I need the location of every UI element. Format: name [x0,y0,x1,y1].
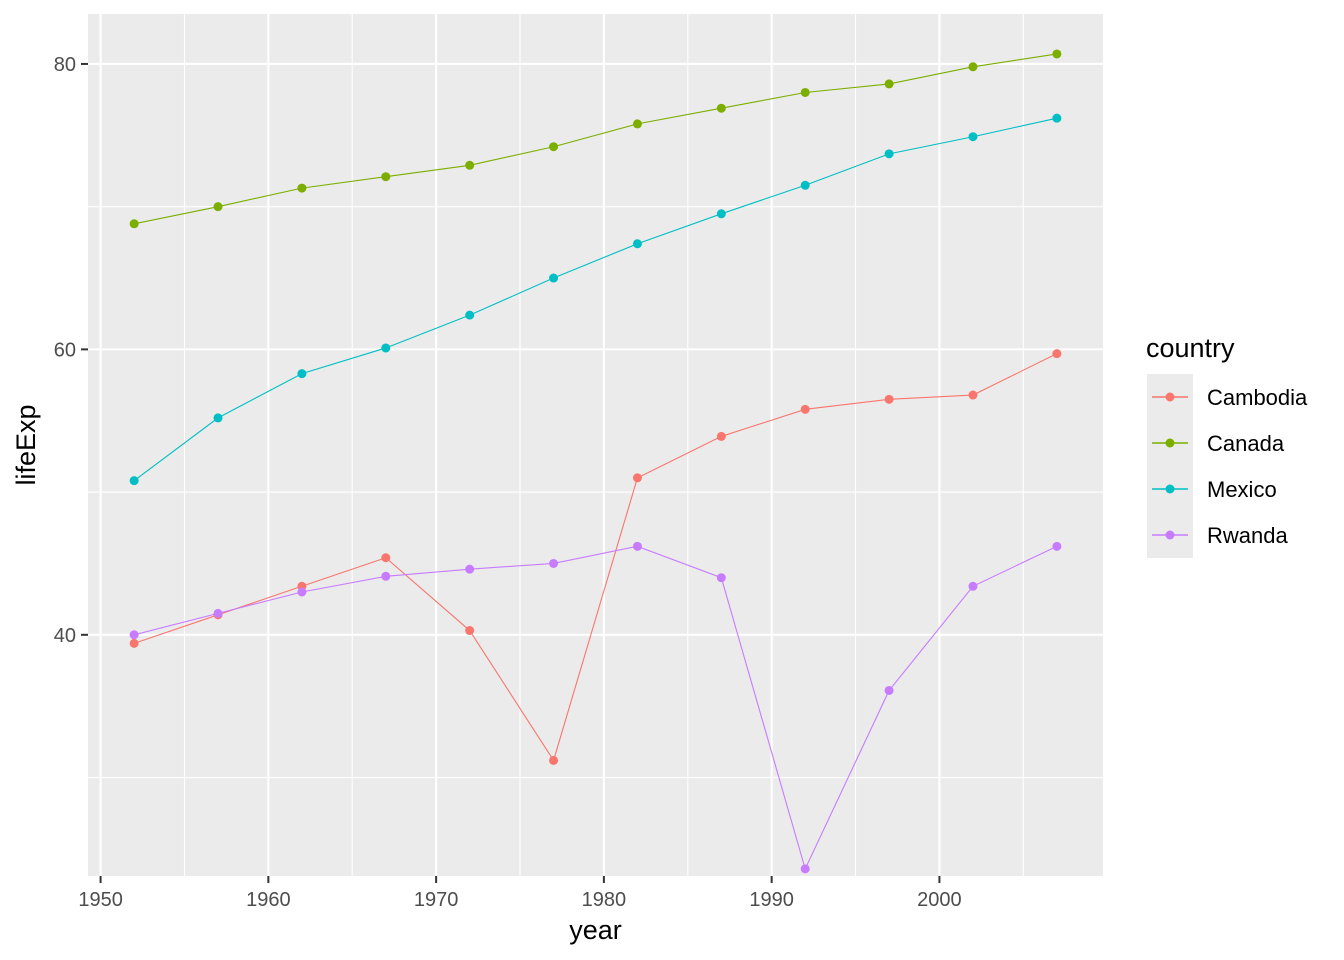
x-axis: 1950 1960 1970 1980 1990 2000 [78,876,962,911]
data-point [884,149,894,159]
data-point [465,564,475,574]
data-point [716,209,726,219]
data-point [213,202,223,212]
legend-key-point [1165,530,1175,540]
series-line [133,117,1057,482]
legend: country Cambodia Canada Mexico Rwanda [1146,333,1308,558]
data-point [381,343,391,353]
series-mexico [129,113,1062,486]
data-point [549,558,559,568]
data-point [884,394,894,404]
legend-key-point [1165,392,1175,402]
data-point [129,219,139,229]
legend-label: Mexico [1207,477,1277,502]
data-point [213,608,223,618]
y-axis: 40 60 80 [54,54,88,647]
series-canada [129,49,1062,229]
legend-item-mexico: Mexico [1147,466,1277,512]
data-point [716,431,726,441]
data-point [381,553,391,563]
y-axis-title: lifeExp [11,404,41,485]
data-point [884,685,894,695]
data-point [1052,49,1062,59]
legend-item-rwanda: Rwanda [1147,512,1288,558]
data-point [297,369,307,379]
data-point [297,587,307,597]
legend-key-point [1165,484,1175,494]
x-tick-label: 1980 [582,889,627,911]
data-point [968,132,978,142]
x-tick-label: 1990 [749,889,794,911]
data-point [465,160,475,170]
data-point [1052,113,1062,123]
data-point [549,273,559,283]
series-layer [129,49,1062,874]
data-point [632,473,642,483]
legend-title: country [1146,333,1235,363]
series-rwanda [129,541,1062,874]
y-tick-label: 40 [54,625,76,647]
data-point [716,103,726,113]
data-point [800,180,810,190]
data-point [297,183,307,193]
data-point [381,172,391,182]
data-point [129,476,139,486]
data-point [129,630,139,640]
y-tick-label: 60 [54,339,76,361]
plot-panel [88,14,1103,876]
legend-item-cambodia: Cambodia [1147,374,1308,420]
data-point [549,755,559,765]
legend-label: Cambodia [1207,385,1308,410]
data-point [632,119,642,129]
major-gridlines [88,14,1103,876]
data-point [465,310,475,320]
x-axis-title: year [569,915,622,945]
data-point [213,413,223,423]
data-point [465,626,475,636]
data-point [1052,349,1062,359]
data-point [549,142,559,152]
x-tick-label: 2000 [917,889,962,911]
data-point [968,581,978,591]
data-point [381,571,391,581]
data-point [632,239,642,249]
x-tick-label: 1960 [246,889,291,911]
legend-key-point [1165,438,1175,448]
legend-label: Rwanda [1207,523,1288,548]
legend-keys: Cambodia Canada Mexico Rwanda [1147,374,1308,558]
legend-item-canada: Canada [1147,420,1285,466]
legend-label: Canada [1207,431,1285,456]
data-point [884,79,894,89]
data-point [632,541,642,551]
data-point [129,638,139,648]
series-line [134,545,1058,871]
data-point [968,390,978,400]
data-point [800,404,810,414]
x-tick-label: 1950 [78,889,123,911]
x-tick-label: 1970 [414,889,459,911]
data-point [1052,541,1062,551]
data-point [800,87,810,97]
minor-gridlines [88,14,1103,876]
series-line [134,53,1057,225]
data-point [800,864,810,874]
y-tick-label: 80 [54,54,76,76]
data-point [968,62,978,72]
data-point [716,573,726,583]
series-line [133,353,1058,762]
